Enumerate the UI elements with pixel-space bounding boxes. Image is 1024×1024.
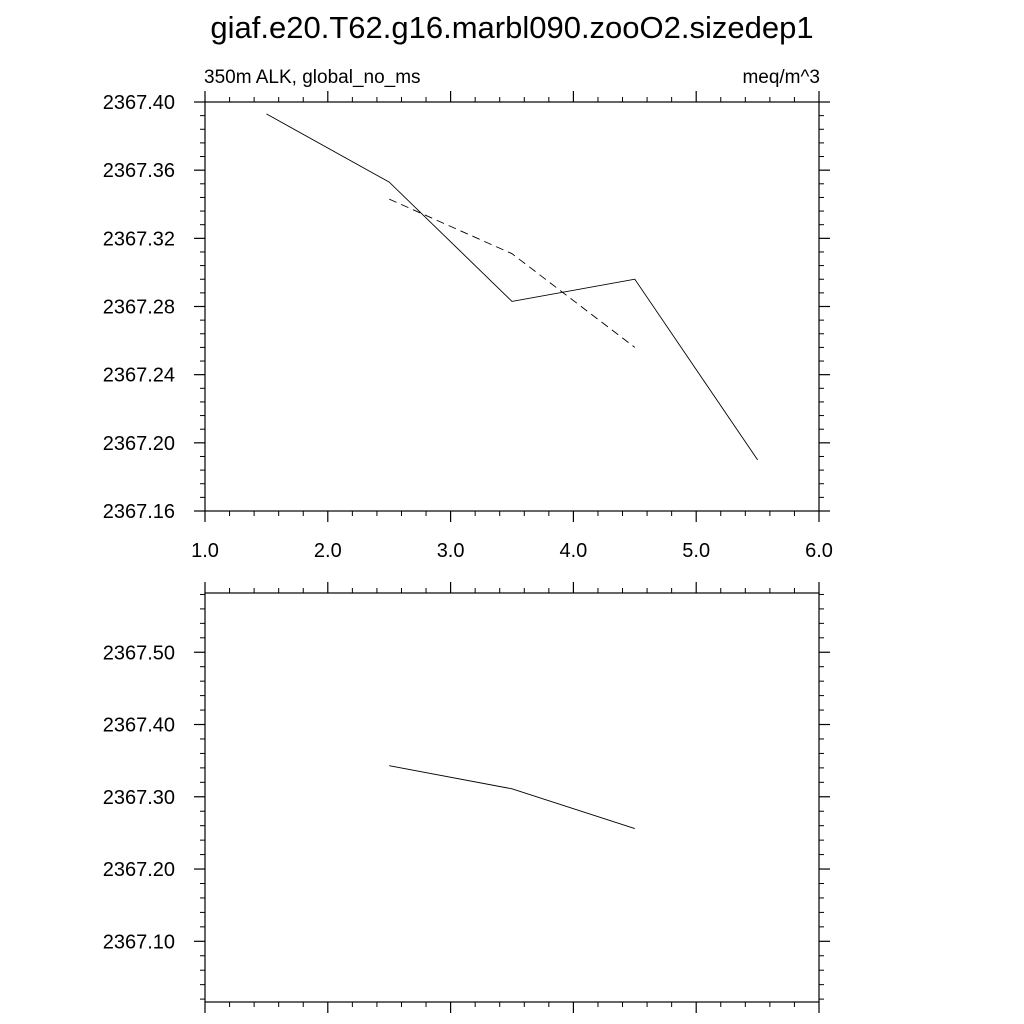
top-series-line-solid (266, 113, 758, 461)
top-panel: 1.0 2.0 3.0 4.0 5.0 6.0 2367.16 2367.20 2367.24 2… (103, 91, 833, 562)
top-x-tick-label: 4.0 (559, 540, 587, 562)
bottom-panel: 2367.10 2367.20 2367.30 2367.40 2367.50 (103, 582, 830, 1013)
top-y-tick-label: 2367.24 (103, 365, 175, 387)
top-y-tick-label: 2367.36 (103, 160, 175, 182)
top-series-line-dashed (389, 198, 636, 348)
top-panel-subtitle-right: meq/m^3 (742, 67, 820, 88)
bottom-series-line-solid (389, 765, 635, 830)
bottom-y-tick-label: 2367.30 (103, 787, 175, 809)
top-x-tick-label: 6.0 (805, 540, 833, 562)
bottom-y-tick-label: 2367.50 (103, 642, 175, 664)
bottom-plot-frame (204, 592, 820, 1003)
top-y-tick-label: 2367.40 (103, 92, 175, 114)
top-y-tick-label: 2367.20 (103, 433, 175, 455)
top-x-tick-label: 3.0 (437, 540, 465, 562)
chart-title: giaf.e20.T62.g16.marbl090.zooO2.sizedep1 (210, 10, 813, 45)
top-x-tick-label: 2.0 (314, 540, 342, 562)
top-plot-frame (204, 101, 820, 512)
top-panel-subtitle-left: 350m ALK, global_no_ms (204, 67, 421, 88)
top-y-tick-label: 2367.28 (103, 297, 175, 319)
top-x-tick-label: 5.0 (682, 540, 710, 562)
top-x-tick-label: 1.0 (191, 540, 219, 562)
top-y-tick-label: 2367.32 (103, 228, 175, 250)
bottom-y-tick-label: 2367.40 (103, 715, 175, 737)
bottom-y-tick-label: 2367.10 (103, 931, 175, 953)
top-y-tick-label: 2367.16 (103, 501, 175, 523)
bottom-y-tick-label: 2367.20 (103, 859, 175, 881)
